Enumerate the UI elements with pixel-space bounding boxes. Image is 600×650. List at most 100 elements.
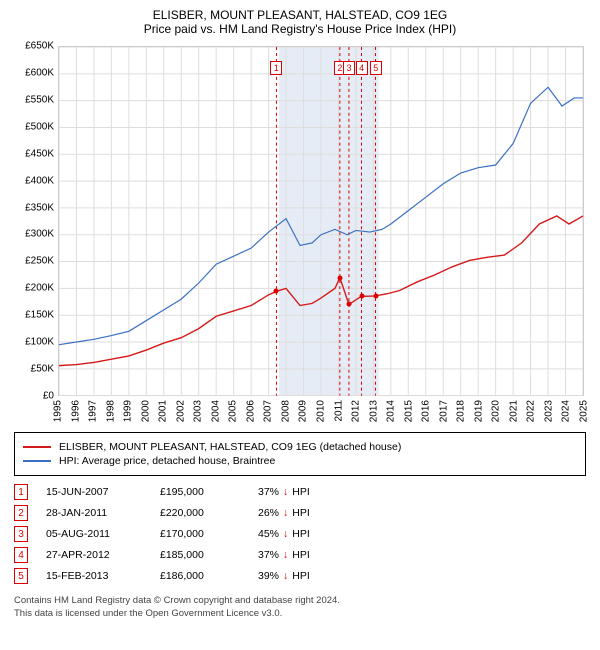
transaction-pct: 39%↓HPI [258, 570, 310, 582]
y-axis-label: £600K [10, 67, 54, 78]
x-axis-label: 2008 [280, 400, 291, 422]
x-axis-label: 2006 [245, 400, 256, 422]
legend-swatch [23, 446, 51, 448]
legend-item: ELISBER, MOUNT PLEASANT, HALSTEAD, CO9 1… [23, 441, 577, 453]
x-axis-label: 2014 [386, 400, 397, 422]
x-axis-label: 2022 [526, 400, 537, 422]
x-axis-label: 2013 [368, 400, 379, 422]
table-row: 4 27-APR-2012 £185,000 37%↓HPI [14, 547, 586, 563]
legend: ELISBER, MOUNT PLEASANT, HALSTEAD, CO9 1… [14, 432, 586, 476]
x-axis-label: 2010 [316, 400, 327, 422]
transaction-number: 4 [14, 547, 28, 563]
transaction-date: 15-JUN-2007 [46, 486, 142, 498]
y-axis-label: £300K [10, 229, 54, 240]
x-axis-label: 2015 [403, 400, 414, 422]
transaction-price: £220,000 [160, 507, 240, 519]
x-axis-label: 2000 [140, 400, 151, 422]
y-axis-label: £450K [10, 148, 54, 159]
chart-svg [59, 47, 583, 396]
y-axis-label: £650K [10, 41, 54, 52]
x-axis-label: 1998 [105, 400, 116, 422]
y-axis-label: £250K [10, 256, 54, 267]
transaction-price: £170,000 [160, 528, 240, 540]
down-arrow-icon: ↓ [283, 549, 288, 561]
x-axis-label: 2001 [158, 400, 169, 422]
x-axis-label: 2017 [438, 400, 449, 422]
transaction-date: 05-AUG-2011 [46, 528, 142, 540]
transaction-date: 27-APR-2012 [46, 549, 142, 561]
down-arrow-icon: ↓ [283, 486, 288, 498]
x-axis-label: 2018 [456, 400, 467, 422]
down-arrow-icon: ↓ [283, 570, 288, 582]
y-axis-label: £550K [10, 94, 54, 105]
x-axis-label: 2023 [543, 400, 554, 422]
price-chart: £0 £50K £100K £150K £200K £250K £300K £350K £400… [10, 42, 590, 422]
y-axis-label: £0 [10, 391, 54, 402]
transaction-marker: 1 [270, 61, 282, 75]
transaction-date: 28-JAN-2011 [46, 507, 142, 519]
y-axis-label: £200K [10, 283, 54, 294]
y-axis-label: £500K [10, 121, 54, 132]
footer-attribution: Contains HM Land Registry data © Crown c… [14, 594, 586, 621]
x-axis-label: 2003 [193, 400, 204, 422]
plot-area [58, 46, 584, 396]
chart-subtitle: Price paid vs. HM Land Registry's House … [10, 22, 590, 36]
footer-line-2: This data is licensed under the Open Gov… [14, 607, 586, 620]
transaction-price: £195,000 [160, 486, 240, 498]
y-axis-label: £350K [10, 202, 54, 213]
x-axis-label: 2012 [351, 400, 362, 422]
x-axis-label: 2007 [263, 400, 274, 422]
x-axis-label: 2019 [473, 400, 484, 422]
transaction-dot [347, 302, 352, 307]
transaction-number: 1 [14, 484, 28, 500]
down-arrow-icon: ↓ [283, 507, 288, 519]
x-axis-label: 2011 [333, 400, 344, 422]
y-axis-label: £400K [10, 175, 54, 186]
table-row: 1 15-JUN-2007 £195,000 37%↓HPI [14, 484, 586, 500]
down-arrow-icon: ↓ [283, 528, 288, 540]
transaction-table: 1 15-JUN-2007 £195,000 37%↓HPI 2 28-JAN-2011 £… [14, 484, 586, 584]
transaction-pct: 37%↓HPI [258, 549, 310, 561]
transaction-dot [373, 293, 378, 298]
transaction-marker: 3 [343, 61, 355, 75]
y-axis-label: £50K [10, 364, 54, 375]
x-axis-label: 2021 [508, 400, 519, 422]
x-axis-label: 2025 [579, 400, 590, 422]
table-row: 3 05-AUG-2011 £170,000 45%↓HPI [14, 526, 586, 542]
x-axis-label: 2016 [421, 400, 432, 422]
x-axis-label: 2024 [561, 400, 572, 422]
x-axis-label: 1995 [53, 400, 64, 422]
x-axis-label: 2004 [210, 400, 221, 422]
legend-swatch [23, 460, 51, 462]
table-row: 2 28-JAN-2011 £220,000 26%↓HPI [14, 505, 586, 521]
x-axis-label: 2005 [228, 400, 239, 422]
transaction-pct: 37%↓HPI [258, 486, 310, 498]
x-axis-label: 2009 [298, 400, 309, 422]
transaction-dot [274, 289, 279, 294]
chart-title: ELISBER, MOUNT PLEASANT, HALSTEAD, CO9 1… [10, 8, 590, 22]
y-axis-label: £100K [10, 337, 54, 348]
transaction-marker: 5 [370, 61, 382, 75]
transaction-pct: 45%↓HPI [258, 528, 310, 540]
legend-label: HPI: Average price, detached house, Brai… [59, 455, 275, 467]
y-axis-label: £150K [10, 310, 54, 321]
transaction-price: £185,000 [160, 549, 240, 561]
x-axis-label: 1996 [70, 400, 81, 422]
x-axis-label: 1999 [123, 400, 134, 422]
x-axis-label: 2020 [491, 400, 502, 422]
transaction-marker: 4 [356, 61, 368, 75]
transaction-number: 5 [14, 568, 28, 584]
transaction-pct: 26%↓HPI [258, 507, 310, 519]
transaction-dot [337, 275, 342, 280]
legend-item: HPI: Average price, detached house, Brai… [23, 455, 577, 467]
table-row: 5 15-FEB-2013 £186,000 39%↓HPI [14, 568, 586, 584]
x-axis-label: 2002 [175, 400, 186, 422]
transaction-number: 2 [14, 505, 28, 521]
transaction-dot [359, 294, 364, 299]
legend-label: ELISBER, MOUNT PLEASANT, HALSTEAD, CO9 1… [59, 441, 401, 453]
transaction-price: £186,000 [160, 570, 240, 582]
x-axis-label: 1997 [88, 400, 99, 422]
footer-line-1: Contains HM Land Registry data © Crown c… [14, 594, 586, 607]
transaction-date: 15-FEB-2013 [46, 570, 142, 582]
transaction-number: 3 [14, 526, 28, 542]
